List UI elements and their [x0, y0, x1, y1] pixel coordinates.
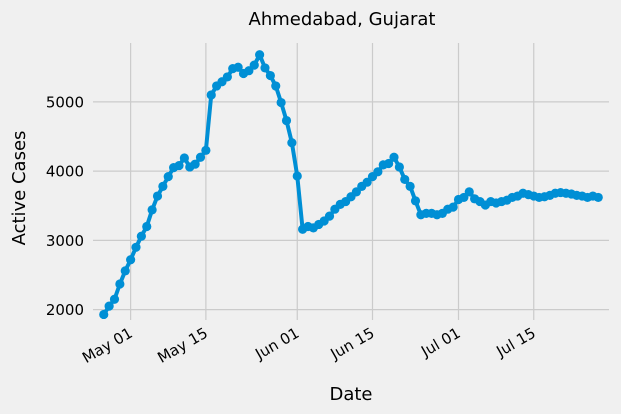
- data-point: [448, 202, 458, 212]
- y-axis-title: Active Cases: [9, 131, 30, 246]
- data-point: [464, 187, 474, 197]
- data-point: [136, 231, 146, 241]
- data-point: [152, 191, 163, 201]
- data-point: [394, 162, 404, 172]
- data-point: [158, 181, 168, 191]
- data-point: [249, 60, 259, 70]
- data-point: [142, 221, 152, 232]
- data-point: [271, 81, 281, 91]
- data-point: [389, 152, 399, 162]
- data-point: [593, 192, 603, 203]
- data-point: [99, 309, 109, 320]
- data-point: [265, 70, 275, 81]
- data-point: [281, 115, 292, 126]
- data-point: [147, 205, 157, 215]
- data-point: [131, 242, 141, 252]
- data-point: [206, 90, 216, 100]
- data-point: [276, 97, 286, 108]
- x-axis-title: Date: [329, 384, 372, 405]
- data-point: [373, 167, 383, 177]
- data-point: [400, 174, 410, 185]
- data-point: [104, 301, 114, 311]
- data-point: [233, 62, 243, 72]
- data-point: [292, 171, 302, 181]
- chart-title: Ahmedabad, Gujarat: [249, 9, 436, 30]
- data-point: [201, 145, 211, 155]
- data-point: [190, 159, 200, 169]
- data-point: [410, 196, 421, 206]
- data-point: [109, 294, 120, 304]
- data-point: [163, 172, 173, 182]
- data-point: [126, 255, 136, 265]
- data-point: [260, 63, 270, 73]
- data-point: [287, 138, 297, 148]
- y-tick-label: 2000: [46, 301, 84, 319]
- data-point: [384, 158, 394, 169]
- y-tick-label: 3000: [46, 232, 84, 250]
- y-tick-label: 4000: [46, 163, 84, 181]
- series-layer: [99, 50, 603, 320]
- data-point: [115, 279, 125, 289]
- data-point: [120, 266, 130, 276]
- data-point: [195, 152, 206, 162]
- data-point: [179, 153, 189, 163]
- grid-layer: [93, 43, 609, 320]
- data-point: [405, 181, 415, 191]
- y-tick-label: 5000: [46, 93, 84, 111]
- data-point: [174, 160, 184, 171]
- data-point: [324, 211, 335, 221]
- data-point: [222, 72, 232, 82]
- data-point: [255, 50, 265, 60]
